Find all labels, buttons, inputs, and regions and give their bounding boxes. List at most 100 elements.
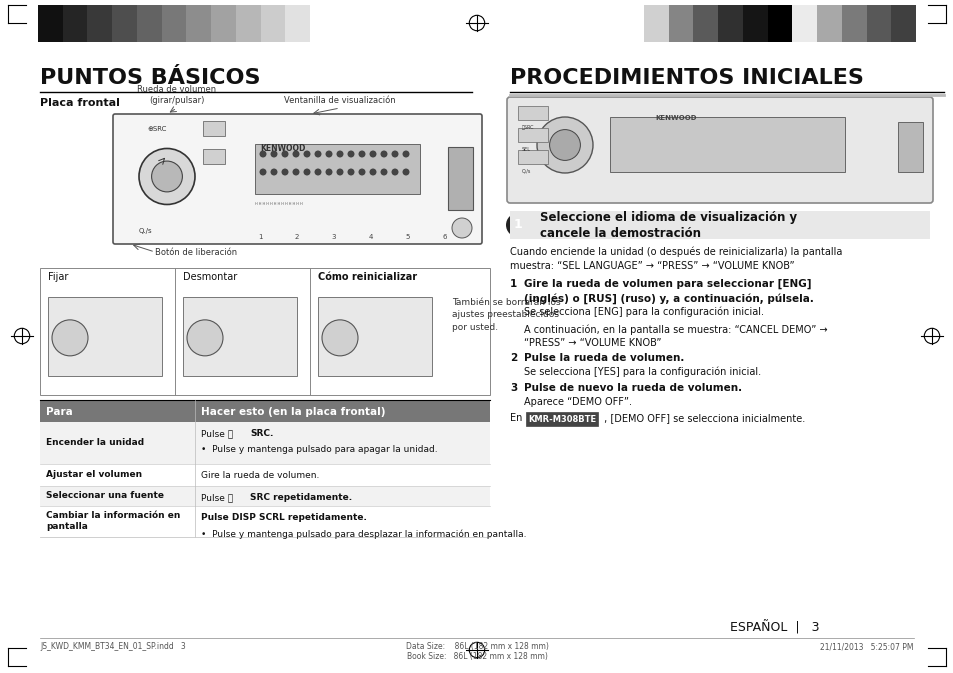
Text: Pulse DISP SCRL repetidamente.: Pulse DISP SCRL repetidamente.	[201, 513, 367, 522]
Circle shape	[336, 168, 343, 176]
Bar	[40, 268, 490, 395]
Text: Pulse de nuevo la rueda de volumen.: Pulse de nuevo la rueda de volumen.	[523, 383, 741, 393]
Bar	[38, 5, 63, 42]
Bar	[448, 147, 473, 211]
Text: Fijar: Fijar	[48, 272, 69, 282]
Text: KMR-M308BTE: KMR-M308BTE	[527, 415, 596, 423]
Circle shape	[293, 151, 299, 157]
Circle shape	[52, 320, 88, 356]
Text: Se selecciona [ENG] para la configuración inicial.: Se selecciona [ENG] para la configuració…	[523, 307, 763, 318]
Text: KENWOOD: KENWOOD	[655, 115, 696, 121]
Text: (inglés) o [RUS] (ruso) y, a continuación, púlsela.: (inglés) o [RUS] (ruso) y, a continuació…	[523, 293, 813, 304]
Text: PROCEDIMIENTOS INICIALES: PROCEDIMIENTOS INICIALES	[510, 68, 863, 88]
Text: KENWOOD: KENWOOD	[260, 144, 305, 153]
Bar	[609, 117, 844, 172]
Bar	[203, 149, 225, 164]
Text: Placa frontal: Placa frontal	[40, 98, 120, 108]
Bar	[865, 5, 890, 42]
Bar	[317, 297, 432, 376]
Bar	[525, 412, 598, 426]
Text: 1: 1	[513, 219, 522, 232]
Text: 21/11/2013   5:25:07 PM: 21/11/2013 5:25:07 PM	[820, 642, 913, 651]
Bar	[137, 5, 161, 42]
Text: Q./s: Q./s	[139, 228, 152, 234]
Text: Desmontar: Desmontar	[183, 272, 237, 282]
Circle shape	[314, 151, 321, 157]
Circle shape	[271, 151, 277, 157]
Text: Pulse ⓘ: Pulse ⓘ	[201, 493, 233, 503]
FancyBboxPatch shape	[112, 114, 481, 244]
Bar	[203, 121, 225, 136]
Bar	[254, 144, 419, 194]
Text: muestra: “SEL LANGUAGE” → “PRESS” → “VOLUME KNOB”: muestra: “SEL LANGUAGE” → “PRESS” → “VOL…	[510, 261, 794, 271]
Text: 1: 1	[257, 234, 262, 240]
Bar	[88, 5, 112, 42]
Circle shape	[314, 168, 321, 176]
Circle shape	[358, 168, 365, 176]
Circle shape	[322, 320, 357, 356]
Text: Botón de liberación: Botón de liberación	[154, 248, 237, 257]
Text: Gire la rueda de volumen.: Gire la rueda de volumen.	[201, 472, 319, 481]
Text: SRC.: SRC.	[250, 429, 274, 439]
Text: 6: 6	[442, 234, 447, 240]
Circle shape	[152, 161, 182, 192]
Text: •  Pulse y mantenga pulsado para desplazar la información en pantalla.: • Pulse y mantenga pulsado para desplaza…	[201, 529, 526, 539]
Circle shape	[336, 151, 343, 157]
Circle shape	[347, 151, 355, 157]
Text: También se borrarán los
ajustes preestablecidos
por usted.: También se borrarán los ajustes preestab…	[452, 298, 560, 332]
Circle shape	[358, 151, 365, 157]
Text: ⓤSRC: ⓤSRC	[521, 125, 534, 130]
Circle shape	[293, 168, 299, 176]
Circle shape	[402, 168, 409, 176]
Text: Para: Para	[46, 407, 72, 417]
Circle shape	[537, 117, 593, 173]
Text: Ajustar el volumen: Ajustar el volumen	[46, 470, 142, 479]
Bar	[211, 5, 235, 42]
Text: 3: 3	[332, 234, 335, 240]
Text: Seleccione el idioma de visualización y: Seleccione el idioma de visualización y	[539, 211, 797, 224]
Bar	[40, 464, 490, 486]
Text: Data Size:    86L (182 mm x 128 mm): Data Size: 86L (182 mm x 128 mm)	[405, 642, 548, 651]
Text: 4: 4	[369, 234, 373, 240]
Bar	[285, 5, 310, 42]
Circle shape	[549, 130, 579, 160]
Bar	[841, 5, 865, 42]
Circle shape	[325, 168, 333, 176]
Text: Cambiar la información en
pantalla: Cambiar la información en pantalla	[46, 511, 180, 530]
Circle shape	[369, 168, 376, 176]
Text: 2: 2	[294, 234, 299, 240]
Bar	[718, 5, 742, 42]
Circle shape	[303, 168, 310, 176]
Circle shape	[325, 151, 333, 157]
Bar	[816, 5, 841, 42]
Text: PUNTOS BÁSICOS: PUNTOS BÁSICOS	[40, 68, 260, 88]
Text: 1: 1	[510, 279, 517, 289]
Bar	[40, 422, 490, 464]
Bar	[260, 5, 285, 42]
Text: “PRESS” → “VOLUME KNOB”: “PRESS” → “VOLUME KNOB”	[523, 338, 660, 348]
Text: A continuación, en la pantalla se muestra: “CANCEL DEMO” →: A continuación, en la pantalla se muestr…	[523, 325, 827, 336]
Bar	[183, 297, 296, 376]
Circle shape	[303, 151, 310, 157]
Text: Cuando enciende la unidad (o después de reinicializarla) la pantalla: Cuando enciende la unidad (o después de …	[510, 247, 841, 258]
FancyBboxPatch shape	[506, 97, 932, 203]
Bar	[643, 5, 668, 42]
Bar	[668, 5, 693, 42]
Text: 3: 3	[510, 383, 517, 393]
Circle shape	[402, 151, 409, 157]
Bar	[510, 211, 929, 239]
Circle shape	[187, 320, 223, 356]
Text: ⊕SRC: ⊕SRC	[147, 126, 166, 132]
Text: Book Size:   86L (182 mm x 128 mm): Book Size: 86L (182 mm x 128 mm)	[406, 652, 547, 661]
Circle shape	[391, 151, 398, 157]
Text: SEL: SEL	[521, 147, 531, 152]
Text: Ventanilla de visualización: Ventanilla de visualización	[284, 96, 395, 105]
Text: Cómo reinicializar: Cómo reinicializar	[317, 272, 416, 282]
Circle shape	[347, 168, 355, 176]
Text: cancele la demostración: cancele la demostración	[539, 227, 700, 240]
Bar	[40, 506, 490, 537]
Bar	[897, 122, 923, 172]
Text: H H H H H H H H H H H H H: H H H H H H H H H H H H H	[254, 202, 302, 206]
Text: JS_KWD_KMM_BT34_EN_01_SP.indd   3: JS_KWD_KMM_BT34_EN_01_SP.indd 3	[40, 642, 186, 651]
Bar	[792, 5, 816, 42]
